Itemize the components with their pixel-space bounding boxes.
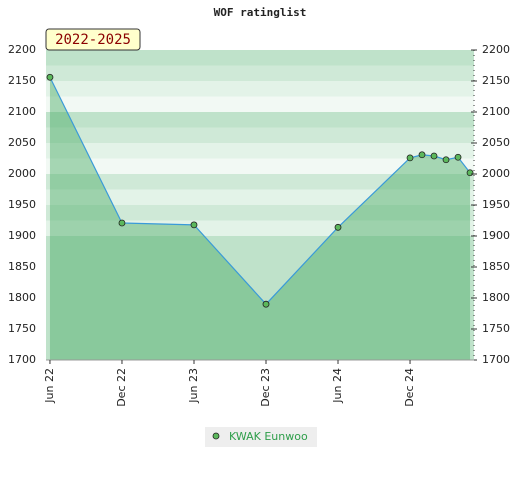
- y2-tick-label: 2200: [482, 43, 510, 56]
- y-tick-label: 1950: [8, 198, 36, 211]
- stripe: [46, 251, 474, 268]
- point: [190, 221, 198, 229]
- stripe: [46, 220, 474, 237]
- y2-tick-label: 1700: [482, 353, 510, 366]
- stripe: [46, 205, 474, 221]
- stripe: [46, 298, 474, 314]
- stripe: [46, 112, 474, 128]
- badge: 2022-2025: [55, 32, 131, 48]
- legend-box: [205, 427, 317, 447]
- y-tick-label: 1800: [8, 291, 36, 304]
- y2-tick-label: 2050: [482, 136, 510, 149]
- x-tick-label: Jun 22: [43, 368, 56, 404]
- y2-tick-label: 1950: [482, 198, 510, 211]
- stripe: [46, 81, 474, 97]
- badge-box: [45, 28, 141, 51]
- stripe: [46, 344, 474, 361]
- stripe: [46, 127, 474, 144]
- x-tick-label: Dec 22: [115, 368, 128, 407]
- x-tick-label: Jun 24: [331, 368, 344, 404]
- stripe: [46, 282, 474, 299]
- y-tick-label: 1700: [8, 353, 36, 366]
- stripe: [46, 329, 474, 345]
- stripe: [46, 236, 474, 252]
- x-tick-label: Dec 23: [259, 368, 272, 407]
- y2-tick-label: 2150: [482, 74, 510, 87]
- y-tick-label: 1750: [8, 322, 36, 335]
- plot-background: [46, 50, 474, 361]
- stripe: [46, 96, 474, 113]
- y-tick-label: 2200: [8, 43, 36, 56]
- y2-tick-label: 1850: [482, 260, 510, 273]
- point: [46, 73, 54, 81]
- chart-title: WOF ratinglist: [214, 6, 307, 19]
- point: [418, 151, 426, 159]
- y2-tick-label: 1900: [482, 229, 510, 242]
- stripe: [46, 50, 474, 66]
- x-tick-label: Dec 24: [403, 368, 416, 407]
- point: [454, 153, 462, 161]
- stripe: [46, 267, 474, 283]
- stripe: [46, 65, 474, 82]
- point: [334, 223, 342, 231]
- y-tick-label: 2100: [8, 105, 36, 118]
- y2-tick-label: 2100: [482, 105, 510, 118]
- stripe: [46, 189, 474, 206]
- point: [262, 300, 270, 308]
- point: [430, 152, 438, 160]
- area: [49, 77, 471, 360]
- y-tick-label: 2000: [8, 167, 36, 180]
- legend-marker: [212, 432, 220, 440]
- legend-label: KWAK Eunwoo: [229, 430, 308, 443]
- y-tick-label: 2150: [8, 74, 36, 87]
- y-tick-label: 1900: [8, 229, 36, 242]
- x-tick-label: Jun 23: [187, 368, 200, 404]
- y-tick-label: 2050: [8, 136, 36, 149]
- plot: [46, 73, 474, 360]
- y-tick-label: 1850: [8, 260, 36, 273]
- point: [442, 156, 450, 164]
- stripe: [46, 313, 474, 330]
- stripe: [46, 143, 474, 159]
- y2-tick-label: 2000: [482, 167, 510, 180]
- point: [118, 219, 126, 227]
- y2-tick-label: 1750: [482, 322, 510, 335]
- point: [466, 169, 474, 177]
- point: [406, 154, 414, 162]
- stripe: [46, 174, 474, 190]
- stripe: [46, 158, 474, 175]
- y2-tick-label: 1800: [482, 291, 510, 304]
